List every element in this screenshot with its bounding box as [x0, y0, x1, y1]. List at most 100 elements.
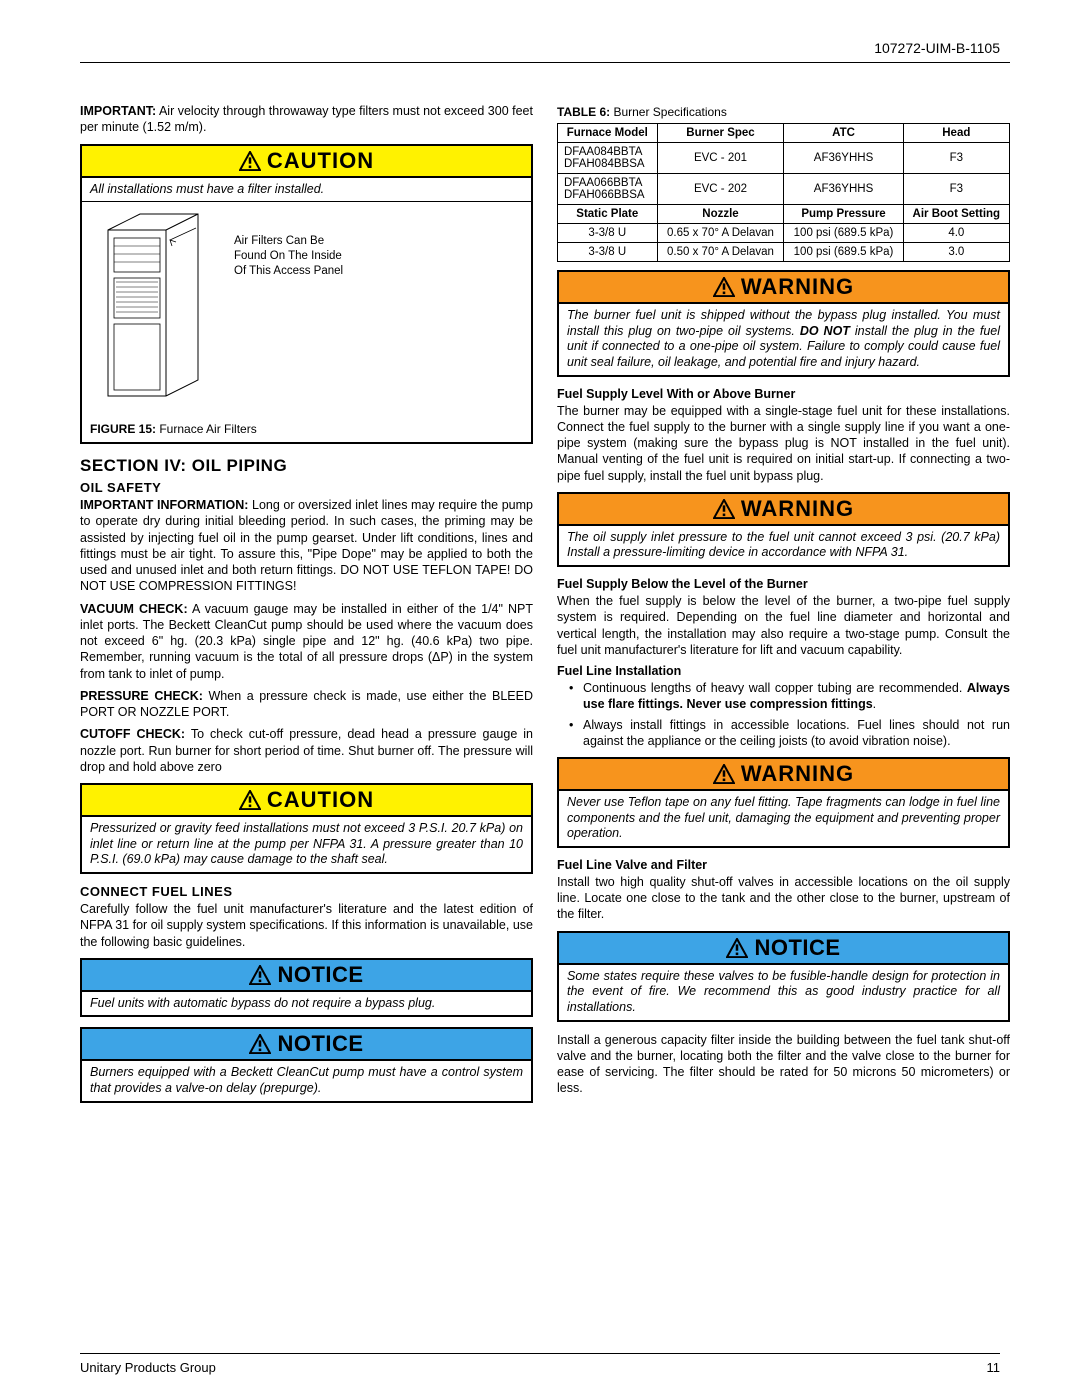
table-row: DFAA084BBTA DFAH084BBSA EVC - 201 AF36YH… — [558, 143, 1010, 174]
cutoff-check-para: CUTOFF CHECK: To check cut-off pressure,… — [80, 726, 533, 775]
caution-head-2: CAUTION — [82, 785, 531, 817]
tbl-caption-label: TABLE 6: — [557, 105, 610, 119]
fig-caption-text: Furnace Air Filters — [156, 422, 257, 436]
warning-head-1-text: WARNING — [741, 274, 854, 300]
list-item: Continuous lengths of heavy wall copper … — [583, 680, 1010, 713]
cell-line: DFAH066BBSA — [564, 189, 651, 201]
notice-box-1: NOTICE Fuel units with automatic bypass … — [80, 958, 533, 1018]
th: Head — [903, 124, 1009, 143]
th: Air Boot Setting — [903, 205, 1009, 224]
fig-note-l1: Air Filters Can Be — [234, 234, 343, 249]
table-row: DFAA066BBTA DFAH066BBSA EVC - 202 AF36YH… — [558, 174, 1010, 205]
table-row: 3-3/8 U 0.65 x 70° A Delavan 100 psi (68… — [558, 224, 1010, 243]
fli-heading: Fuel Line Installation — [557, 664, 1010, 678]
notice-body-1: Fuel units with automatic bypass do not … — [82, 992, 531, 1016]
warning-body-2: The oil supply inlet pressure to the fue… — [559, 526, 1008, 565]
notice-head-1: NOTICE — [82, 960, 531, 992]
notice-box-2: NOTICE Burners equipped with a Beckett C… — [80, 1027, 533, 1102]
warning-head-2: WARNING — [559, 494, 1008, 526]
cutoff-label: CUTOFF CHECK: — [80, 727, 185, 741]
press-label: PRESSURE CHECK: — [80, 689, 203, 703]
warning-triangle-icon — [726, 938, 748, 958]
fli-b1c: . — [873, 697, 876, 711]
oil-safety-heading: OIL SAFETY — [80, 480, 533, 495]
caution-body-1: All installations must have a filter ins… — [82, 178, 531, 203]
th: ATC — [784, 124, 903, 143]
figure-caption: FIGURE 15: Furnace Air Filters — [82, 418, 531, 442]
right-column: TABLE 6: Burner Specifications Furnace M… — [557, 103, 1010, 1113]
warning-triangle-icon — [239, 151, 261, 171]
burner-spec-table: Furnace Model Burner Spec ATC Head DFAA0… — [557, 123, 1010, 262]
td: 3.0 — [903, 243, 1009, 262]
th: Nozzle — [657, 205, 784, 224]
figure-area: Air Filters Can Be Found On The Inside O… — [82, 202, 531, 418]
notice-head-2: NOTICE — [82, 1029, 531, 1061]
footer-right: 11 — [987, 1360, 1001, 1375]
warning-box-1: WARNING The burner fuel unit is shipped … — [557, 270, 1010, 377]
cell-line: DFAA066BBTA — [564, 177, 651, 189]
caution-head-1: CAUTION — [82, 146, 531, 178]
td: 100 psi (689.5 kPa) — [784, 224, 903, 243]
warning-head-3-text: WARNING — [741, 761, 854, 787]
notice-head-3-text: NOTICE — [754, 935, 840, 961]
content-columns: IMPORTANT: Air velocity through throwawa… — [80, 103, 1010, 1113]
table-caption: TABLE 6: Burner Specifications — [557, 105, 1010, 119]
cell-line: DFAA084BBTA — [564, 146, 651, 158]
table-row: Furnace Model Burner Spec ATC Head — [558, 124, 1010, 143]
td: 3-3/8 U — [558, 224, 658, 243]
td: AF36YHHS — [784, 174, 903, 205]
fig-caption-label: FIGURE 15: — [90, 422, 156, 436]
left-column: IMPORTANT: Air velocity through throwawa… — [80, 103, 533, 1113]
furnace-illustration — [90, 210, 220, 410]
fs-above-heading: Fuel Supply Level With or Above Burner — [557, 387, 1010, 401]
caution-body-2: Pressurized or gravity feed installation… — [82, 817, 531, 872]
td: 0.65 x 70° A Delavan — [657, 224, 784, 243]
top-rule — [80, 62, 1010, 63]
flvf-heading: Fuel Line Valve and Filter — [557, 858, 1010, 872]
notice-head-2-text: NOTICE — [277, 1031, 363, 1057]
connect-fuel-heading: CONNECT FUEL LINES — [80, 884, 533, 899]
doc-id: 107272-UIM-B-1105 — [874, 40, 1000, 56]
td: DFAA084BBTA DFAH084BBSA — [558, 143, 658, 174]
warning-head-1: WARNING — [559, 272, 1008, 304]
fig-note-l3: Of This Access Panel — [234, 264, 343, 279]
warning-triangle-icon — [239, 790, 261, 810]
warn1-b: DO NOT — [800, 324, 850, 338]
section-4-heading: SECTION IV: OIL PIPING — [80, 456, 533, 476]
tbl-caption-text: Burner Specifications — [610, 105, 727, 119]
td: 4.0 — [903, 224, 1009, 243]
fig-note-l2: Found On The Inside — [234, 249, 343, 264]
td: EVC - 202 — [657, 174, 784, 205]
th: Burner Spec — [657, 124, 784, 143]
th: Static Plate — [558, 205, 658, 224]
figure-note: Air Filters Can Be Found On The Inside O… — [234, 234, 343, 279]
td: F3 — [903, 143, 1009, 174]
warning-triangle-icon — [249, 1034, 271, 1054]
caution-head-1-text: CAUTION — [267, 148, 374, 174]
warning-triangle-icon — [713, 764, 735, 784]
list-item: Always install fittings in accessible lo… — [583, 717, 1010, 750]
flvf-p1: Install two high quality shut-off valves… — [557, 874, 1010, 923]
table-row: Static Plate Nozzle Pump Pressure Air Bo… — [558, 205, 1010, 224]
warning-box-3: WARNING Never use Teflon tape on any fue… — [557, 757, 1010, 848]
pressure-check-para: PRESSURE CHECK: When a pressure check is… — [80, 688, 533, 721]
important-info-para: IMPORTANT INFORMATION: Long or oversized… — [80, 497, 533, 595]
flvf-p2: Install a generous capacity filter insid… — [557, 1032, 1010, 1097]
page-footer: Unitary Products Group 11 — [80, 1353, 1000, 1375]
warning-head-2-text: WARNING — [741, 496, 854, 522]
notice-head-3: NOTICE — [559, 933, 1008, 965]
th: Furnace Model — [558, 124, 658, 143]
td: 0.50 x 70° A Delavan — [657, 243, 784, 262]
caution-box-2: CAUTION Pressurized or gravity feed inst… — [80, 783, 533, 874]
imp-info-label: IMPORTANT INFORMATION: — [80, 498, 248, 512]
connect-fuel-text: Carefully follow the fuel unit manufactu… — [80, 901, 533, 950]
table-row: 3-3/8 U 0.50 x 70° A Delavan 100 psi (68… — [558, 243, 1010, 262]
td: 100 psi (689.5 kPa) — [784, 243, 903, 262]
caution-head-2-text: CAUTION — [267, 787, 374, 813]
warning-triangle-icon — [713, 277, 735, 297]
fs-below-text: When the fuel supply is below the level … — [557, 593, 1010, 658]
td: F3 — [903, 174, 1009, 205]
td: 3-3/8 U — [558, 243, 658, 262]
vac-label: VACUUM CHECK: — [80, 602, 188, 616]
fs-below-heading: Fuel Supply Below the Level of the Burne… — [557, 577, 1010, 591]
